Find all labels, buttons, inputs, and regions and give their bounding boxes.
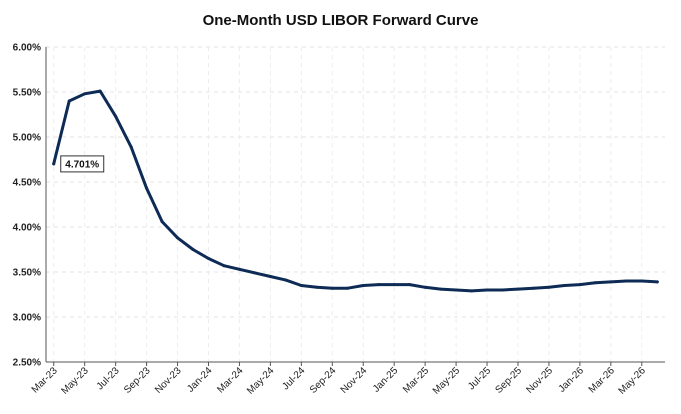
data-point: [439, 287, 443, 291]
x-tick-label: Sep-25: [494, 365, 525, 396]
x-tick-label: Jul-24: [280, 365, 307, 392]
y-tick-label: 3.50%: [13, 268, 41, 279]
axes: [45, 47, 665, 366]
data-point: [52, 162, 56, 166]
x-tick-label: May-26: [617, 365, 649, 397]
x-tick-label: Jul-25: [466, 365, 493, 392]
data-point: [640, 279, 644, 283]
data-point: [454, 288, 458, 292]
data-point: [547, 285, 551, 289]
annotation-box: [60, 155, 105, 173]
y-tick-label: 5.50%: [13, 88, 41, 99]
data-point: [392, 283, 396, 287]
x-tick-label: May-24: [245, 365, 277, 397]
data-point: [470, 289, 474, 293]
data-point: [206, 257, 210, 260]
y-tick-label: 3.00%: [13, 313, 41, 324]
data-point: [501, 288, 505, 292]
data-point: [98, 89, 102, 93]
x-tick-label: Mar-25: [401, 365, 431, 395]
y-tick-label: 5.00%: [13, 133, 41, 144]
annotation-label: 4.701%: [65, 159, 99, 170]
x-tick-label: Jan-24: [185, 365, 215, 395]
x-axis-tick-labels: Mar-23 May-23 Jul-23 Sep-23 Nov-23 Jan-24 Mar-…: [30, 365, 649, 397]
chart-title: One-Month USD LIBOR Forward Curve: [202, 12, 479, 29]
data-point: [609, 280, 613, 284]
data-point: [145, 186, 149, 190]
data-point: [330, 286, 334, 290]
data-point: [531, 286, 535, 290]
x-tick-label: Jan-26: [557, 365, 587, 395]
x-tick-label: Nov-24: [339, 365, 370, 396]
data-point: [191, 248, 195, 251]
x-tick-label: Mar-23: [30, 365, 60, 395]
data-point: [516, 287, 520, 291]
y-tick-label: 6.00%: [13, 43, 41, 54]
x-tick-label: May-23: [59, 365, 91, 397]
y-tick-label: 4.00%: [13, 223, 41, 234]
data-point: [624, 279, 628, 283]
y-axis-tick-labels: 2.50% 3.00% 3.50% 4.00% 4.50% 5.00% 5.50% 6.00%: [13, 43, 41, 369]
data-point: [160, 220, 164, 224]
annotation-layer: 4.701%: [60, 155, 105, 173]
data-point: [237, 267, 241, 271]
x-tick-label: Jan-25: [371, 365, 401, 395]
grid-lines: [46, 46, 665, 362]
x-tick-label: Jul-23: [95, 365, 122, 392]
x-tick-label: Mar-24: [215, 365, 245, 395]
data-point: [655, 280, 659, 284]
x-tick-label: Nov-25: [524, 365, 555, 396]
data-point: [578, 283, 582, 287]
data-point: [83, 92, 87, 96]
data-point: [377, 283, 381, 287]
data-point: [485, 288, 489, 292]
data-point: [253, 271, 257, 275]
x-tick-label: Nov-23: [153, 365, 184, 396]
series-line: [52, 89, 659, 293]
series-layer: [52, 89, 659, 293]
data-point: [593, 281, 597, 285]
data-point: [114, 114, 118, 118]
data-point: [361, 284, 365, 287]
data-point: [315, 285, 319, 289]
y-tick-label: 2.50%: [13, 358, 41, 369]
data-point: [284, 278, 288, 282]
data-point: [129, 145, 133, 149]
x-tick-label: Sep-23: [122, 365, 153, 396]
y-tick-label: 4.50%: [13, 178, 41, 189]
data-point: [222, 264, 226, 268]
data-point: [408, 283, 412, 287]
x-tick-label: Mar-26: [587, 365, 617, 395]
data-point: [176, 236, 180, 240]
data-point: [299, 284, 303, 287]
data-point: [268, 275, 272, 278]
data-point: [67, 99, 71, 103]
data-point: [562, 284, 566, 287]
x-tick-label: Sep-24: [308, 365, 339, 396]
data-point: [346, 286, 350, 290]
data-point: [423, 285, 427, 289]
x-tick-label: May-25: [431, 365, 463, 397]
